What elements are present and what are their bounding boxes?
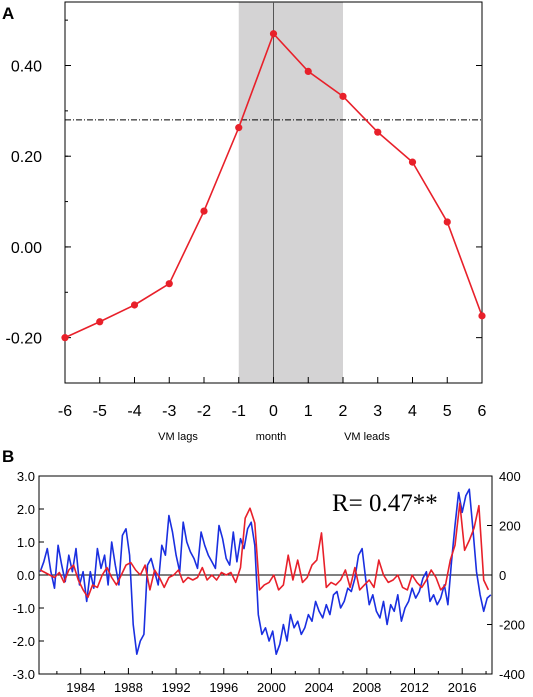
lead-lag-shaded-region [238, 2, 343, 383]
x-tick-label: 0 [269, 403, 278, 420]
y-tick-label: 0.20 [11, 149, 42, 166]
x-tick-label: 1984 [66, 680, 95, 695]
y-tick-label: 0.00 [11, 240, 42, 257]
panel-b: B 3.02.01.00.0-1.0-2.0-3.0 4002000-200-4… [2, 447, 525, 695]
left-y-tick-label: -3.0 [13, 667, 35, 682]
right-y-tick-label: 200 [499, 519, 521, 534]
x-tick-label: 2004 [305, 680, 334, 695]
vm-lags-label: VM lags [158, 431, 198, 443]
data-point [269, 30, 278, 38]
panel-b-series [39, 488, 492, 656]
panel-b-label: B [2, 447, 14, 466]
x-tick-label: 6 [478, 403, 487, 420]
x-tick-label: 4 [408, 403, 417, 420]
panel-a-x-axis: -6 -5 -4 -3 -2 -1 0 1 2 3 4 5 6 [58, 377, 487, 420]
right-y-tick-label: 0 [499, 568, 506, 583]
x-tick-label: -1 [232, 403, 246, 420]
x-tick-label: -3 [162, 403, 176, 420]
panel-b-left-y-axis: 3.0 2.0 1.0 0.0 -1.0 -2.0 -3.0 [13, 469, 44, 682]
data-point [374, 128, 382, 136]
y-tick-label: 0.40 [11, 59, 42, 76]
left-y-tick-label: 2.0 [17, 502, 35, 517]
panel-a-y-axis: 0.40 0.20 0.00 -0.20 [6, 19, 482, 384]
x-tick-label: 2008 [352, 680, 381, 695]
panel-b-x-axis: 1984 1988 1992 1996 2000 2004 2008 2012 2016 [56, 668, 487, 695]
red-series-line [39, 502, 490, 599]
x-tick-label: -4 [127, 403, 141, 420]
data-point [200, 207, 208, 215]
left-y-tick-label: 1.0 [17, 535, 35, 550]
x-tick-label: 5 [443, 403, 452, 420]
y-tick-label: -0.20 [6, 331, 43, 348]
x-tick-label: 1 [304, 403, 313, 420]
x-tick-label: -6 [58, 403, 72, 420]
left-y-tick-label: -2.0 [13, 634, 35, 649]
data-point [408, 158, 417, 166]
x-tick-label: 2000 [257, 680, 286, 695]
panel-a-label: A [2, 4, 14, 23]
x-tick-label: 1988 [114, 680, 143, 695]
data-point [478, 312, 486, 320]
panel-a-series [61, 30, 486, 342]
x-tick-label: 3 [373, 403, 382, 420]
right-y-tick-label: 400 [499, 469, 521, 484]
right-y-tick-label: -400 [499, 667, 525, 682]
x-tick-label: -5 [93, 403, 107, 420]
x-tick-label: -2 [197, 403, 211, 420]
left-y-tick-label: 0.0 [17, 568, 35, 583]
data-point [61, 334, 69, 342]
x-tick-label: 1996 [209, 680, 238, 695]
data-point [96, 318, 104, 326]
left-y-tick-label: -1.0 [13, 601, 35, 616]
data-point [165, 280, 173, 288]
panel-b-right-y-axis: 400 200 0 -200 -400 [487, 469, 525, 682]
x-tick-label: 2016 [448, 680, 477, 695]
x-tick-label: 2 [339, 403, 348, 420]
data-point [339, 92, 347, 100]
data-point [304, 67, 312, 75]
data-point [443, 218, 451, 226]
x-tick-label: 2012 [400, 680, 429, 695]
data-point [130, 301, 139, 309]
month-label: month [256, 431, 287, 443]
data-point [235, 124, 243, 132]
vm-leads-label: VM leads [344, 431, 390, 443]
blue-series-line [39, 488, 492, 656]
right-y-tick-label: -200 [499, 618, 525, 633]
left-y-tick-label: 3.0 [17, 469, 35, 484]
correlation-annotation: R= 0.47** [332, 490, 438, 517]
panel-a: A 0.400.200.00-0.20 -6 -5 -4 -3 -2 -1 0 1 2 3 4 5 6 … [2, 1, 487, 443]
x-tick-label: 1992 [162, 680, 191, 695]
